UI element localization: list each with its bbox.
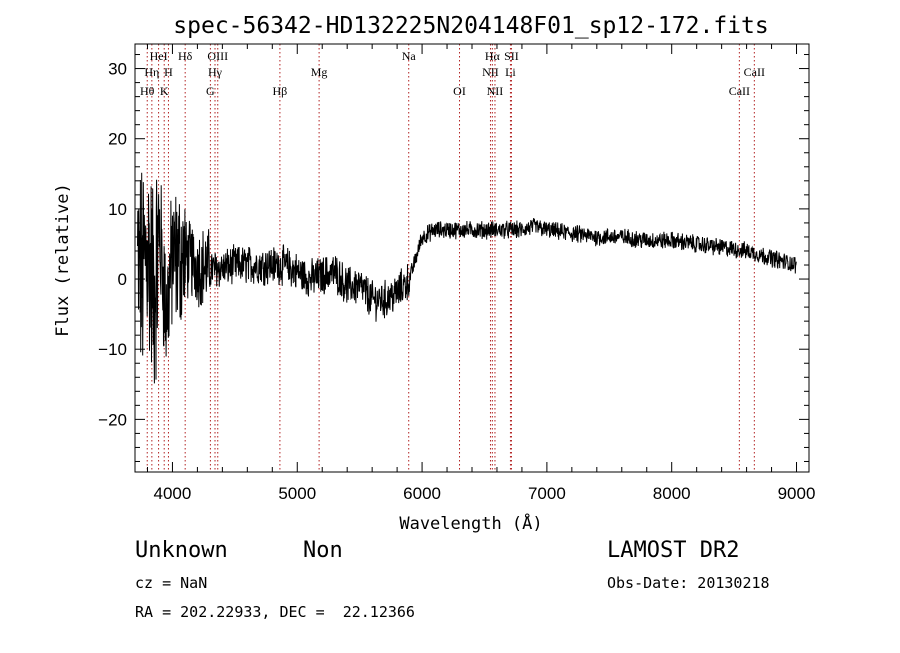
obs-date-label: Obs-Date: 20130218 [607, 574, 770, 592]
spectral-line-label: CaII [729, 84, 750, 98]
spectral-line-label: Hγ [208, 65, 223, 79]
y-tick-label: −20 [98, 410, 127, 429]
spectral-line-label: OIII [207, 49, 228, 63]
x-tick-label: 8000 [653, 484, 691, 503]
x-axis-label: Wavelength (Å) [399, 512, 542, 534]
spectral-line-label: Na [402, 49, 417, 63]
spectral-line-label: Li [505, 65, 516, 79]
spectral-line-label: Hβ [273, 84, 288, 98]
spectral-line-label: Mg [311, 65, 328, 79]
y-tick-label: 20 [108, 130, 127, 149]
spectral-line-label: NII [482, 65, 499, 79]
y-tick-label: −10 [98, 340, 127, 359]
spectral-line-label: CaII [744, 65, 765, 79]
x-tick-label: 5000 [278, 484, 316, 503]
spectrum-line [137, 172, 797, 384]
subclass-label: Non [303, 538, 343, 563]
spectral-line-label: Hθ [140, 84, 155, 98]
chart-title: spec-56342-HD132225N204148F01_sp12-172.f… [173, 13, 768, 39]
class-label: Unknown [135, 538, 228, 563]
x-tick-label: 9000 [778, 484, 816, 503]
x-tick-label: 6000 [403, 484, 441, 503]
spectral-line-label: K [160, 84, 169, 98]
x-tick-label: 7000 [528, 484, 566, 503]
cz-label: cz = NaN [135, 574, 208, 592]
radec-label: RA = 202.22933, DEC = 22.12366 [135, 603, 415, 621]
spectral-line-label: Hδ [178, 49, 193, 63]
spectral-line-label: Hα [485, 49, 501, 63]
spectral-line-label: HeI [150, 49, 168, 63]
survey-label: LAMOST DR2 [607, 538, 740, 563]
spectral-line-label: G [206, 84, 215, 98]
y-axis-label: Flux (relative) [53, 183, 73, 337]
y-tick-label: 30 [108, 60, 127, 79]
y-tick-label: 0 [118, 270, 127, 289]
spectral-line-label: H [164, 65, 173, 79]
spectral-line-label: OI [453, 84, 466, 98]
spectral-line-label: NII [487, 84, 504, 98]
x-tick-label: 4000 [154, 484, 192, 503]
y-tick-label: 10 [108, 200, 127, 219]
spectral-line-label: Hη [144, 65, 159, 79]
spectral-line-label: SII [504, 49, 519, 63]
